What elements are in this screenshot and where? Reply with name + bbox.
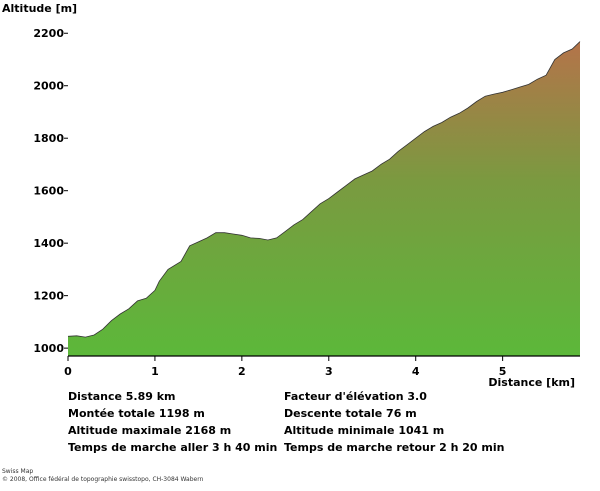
x-tick-label: 3: [325, 365, 333, 378]
x-axis-ticks: 0 1 2 3 4 5: [64, 356, 506, 378]
x-tick-label: 0: [64, 365, 72, 378]
x-axis-label: Distance [km]: [488, 376, 575, 389]
y-tick-label: 1400: [33, 237, 64, 250]
y-tick-label: 2000: [33, 80, 64, 93]
x-tick-label: 4: [412, 365, 420, 378]
y-axis-label: Altitude [m]: [2, 2, 77, 15]
y-tick-label: 1800: [33, 132, 64, 145]
y-axis-ticks: 1000 1200 1400 1600 1800 2000 2200: [33, 27, 68, 355]
y-tick-label: 1200: [33, 290, 64, 303]
x-tick-label: 5: [499, 365, 507, 378]
elevation-area: [68, 41, 580, 356]
x-tick-label: 1: [151, 365, 159, 378]
y-tick-label: 2200: [33, 27, 64, 40]
y-tick-label: 1600: [33, 185, 64, 198]
x-tick-label: 2: [238, 365, 246, 378]
elevation-line: [67, 41, 581, 338]
y-tick-label: 1000: [33, 342, 64, 355]
